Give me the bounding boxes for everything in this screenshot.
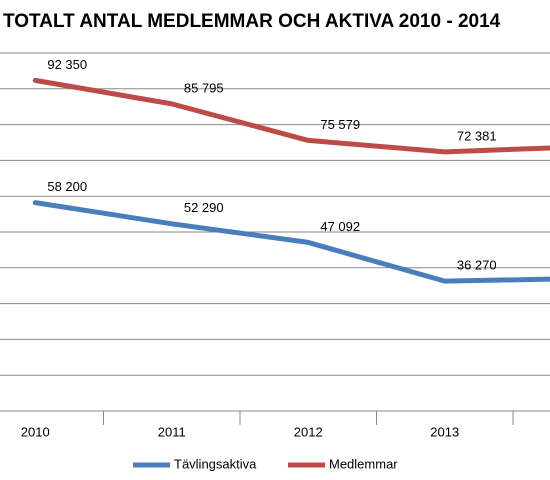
data-label: 52 290 [184,200,224,215]
x-tick-label: 2012 [294,424,323,439]
data-label: 47 092 [320,219,360,234]
series-line [32,200,550,284]
chart-title: TOTALT ANTAL MEDLEMMAR OCH AKTIVA 2010 -… [3,11,501,32]
data-label: 58 200 [47,179,87,194]
x-tick-label: 2013 [430,424,459,439]
data-label: 72 381 [457,128,497,143]
x-tick-label: 2010 [21,424,50,439]
x-tick-label: 2011 [158,424,186,439]
data-label: 75 579 [320,117,360,132]
legend-label: Medlemmar [329,456,398,471]
series-line [32,77,550,155]
legend-label: Tävlingsaktiva [174,456,257,471]
data-label: 92 350 [47,57,87,72]
data-label: 85 795 [184,80,224,95]
data-label: 36 270 [457,258,497,273]
